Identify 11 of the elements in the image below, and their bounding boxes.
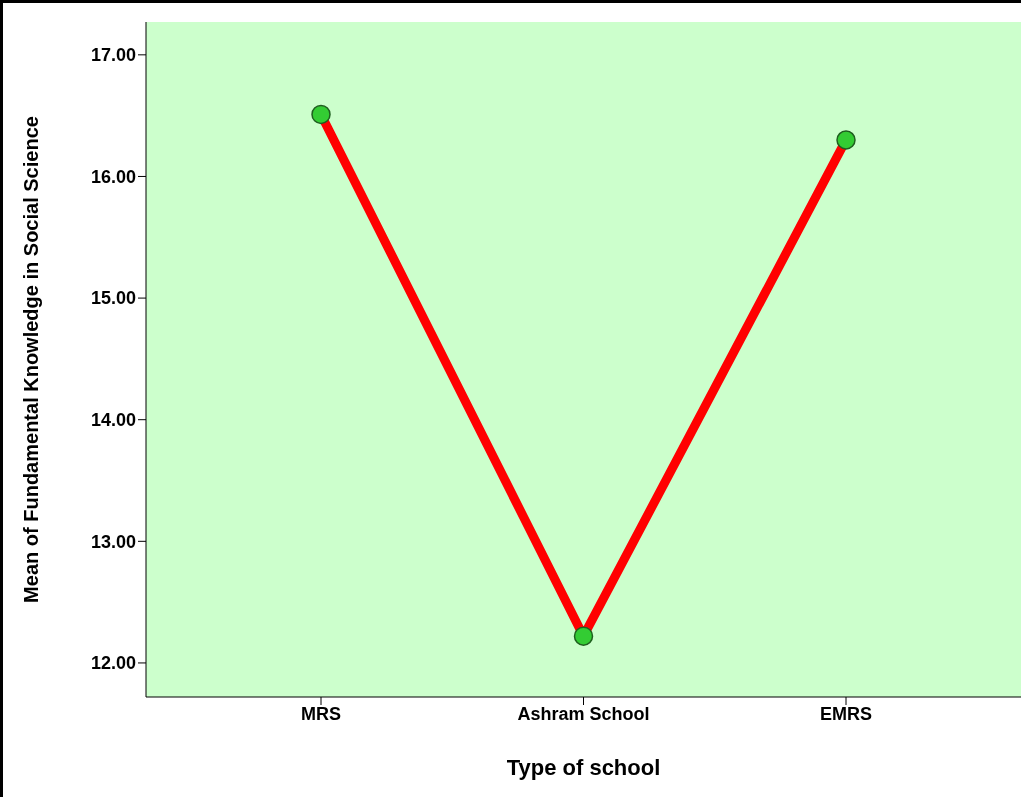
y-tick-label: 12.00 — [90, 653, 136, 674]
y-tick-label: 17.00 — [90, 45, 136, 66]
x-tick-label: MRS — [301, 703, 341, 724]
y-tick-label: 16.00 — [90, 166, 136, 187]
x-tick-label: Ashram School — [517, 703, 650, 724]
y-axis-title: Mean of Fundamental Knowledge in Social Science — [20, 116, 43, 603]
y-tick-label: 14.00 — [90, 410, 136, 431]
x-axis-title: Type of school — [506, 755, 661, 780]
y-tick-label: 15.00 — [90, 288, 136, 309]
x-tick-label: EMRS — [819, 703, 873, 724]
y-tick-label: 13.00 — [90, 531, 136, 552]
